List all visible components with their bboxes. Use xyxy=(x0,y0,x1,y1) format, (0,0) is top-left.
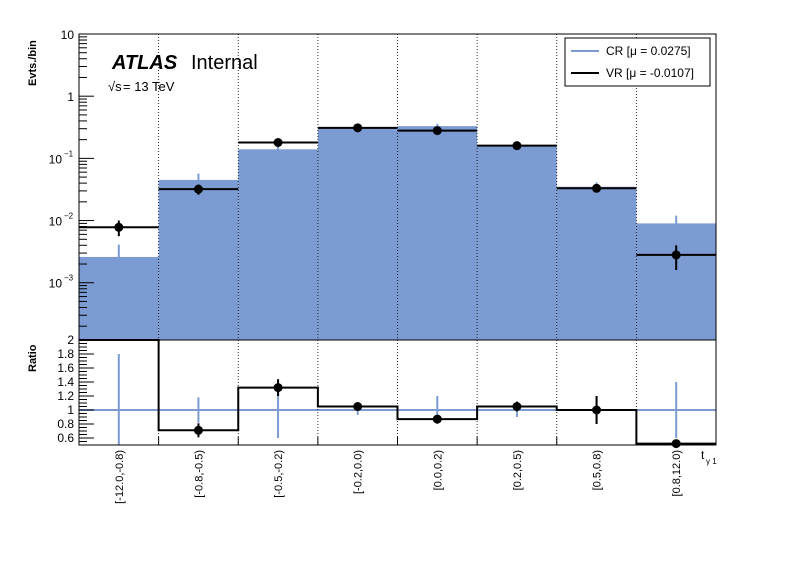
x-tick-label: [0.8,12.0) xyxy=(671,450,683,496)
ratio-point xyxy=(193,425,203,435)
ratio-y-tick-label: 0.8 xyxy=(57,417,74,431)
ratio-y-tick-label: 1.6 xyxy=(57,361,74,375)
x-tick-label: [-0.2,0.0) xyxy=(353,450,365,494)
vr-point xyxy=(592,183,602,193)
legend: CR [μ = 0.0275] VR [μ = -0.0107] xyxy=(564,37,711,87)
cr-bar xyxy=(158,179,239,340)
ratio-point xyxy=(432,414,442,424)
ratio-y-tick-label: 0.6 xyxy=(57,431,74,445)
y-tick-exponent: −2 xyxy=(64,212,74,221)
cr-bar xyxy=(636,223,716,340)
x-tick-label: [-12.0,-0.8) xyxy=(114,450,126,504)
ratio-point xyxy=(353,402,363,411)
ratio-y-tick-label: 1.4 xyxy=(57,375,74,389)
x-axis-label-subscript: γ 1 xyxy=(706,457,717,466)
ratio-y-tick-label: 1.2 xyxy=(57,389,74,403)
legend-box xyxy=(564,37,711,87)
vr-point xyxy=(114,222,124,232)
legend-label-cr: CR [μ = 0.0275] xyxy=(606,44,691,58)
cr-bar xyxy=(477,145,557,340)
x-axis-label: t xyxy=(701,448,705,462)
x-tick-label: [-0.8,-0.5) xyxy=(193,450,205,498)
cr-bar xyxy=(238,149,318,340)
vr-point xyxy=(432,126,442,136)
ratio-point xyxy=(273,383,283,393)
vr-point xyxy=(193,184,203,194)
y-tick-label: 10 xyxy=(61,28,75,42)
internal-text: Internal xyxy=(191,52,258,74)
cr-bar xyxy=(556,186,637,340)
vr-point xyxy=(512,141,522,151)
ratio-point xyxy=(512,402,522,411)
ratio-panel: 0.60.811.21.41.61.82 xyxy=(57,333,717,449)
y-tick-label: 1 xyxy=(67,90,74,104)
y-tick-exponent: −1 xyxy=(64,149,74,158)
y-tick-label: 10 xyxy=(49,277,63,291)
x-axis-title: t γ 1 xyxy=(701,448,717,466)
sqrt-s-text: √s xyxy=(108,79,122,94)
x-tick-label: [0.5,0.8) xyxy=(592,450,604,490)
y-tick-label: 10 xyxy=(49,152,63,166)
vr-point xyxy=(273,137,283,147)
cr-bar xyxy=(397,126,478,340)
atlas-label: ATLAS Internal √s = 13 TeV xyxy=(108,52,258,94)
atlas-text: ATLAS xyxy=(111,52,178,74)
cr-bar xyxy=(317,126,398,340)
ratio-point xyxy=(671,439,681,449)
x-axis: [-12.0,-0.8) [-0.8,-0.5) [-0.5,-0.2) [-0.2,… xyxy=(78,437,717,504)
x-tick-label: [0.2,0.5) xyxy=(512,450,524,490)
y-tick-label: 10 xyxy=(49,215,63,229)
ratio-y-axis-label: Ratio xyxy=(27,344,39,372)
vr-point xyxy=(671,250,681,260)
vr-point xyxy=(353,123,363,133)
legend-label-vr: VR [μ = -0.0107] xyxy=(606,66,694,80)
x-tick-label: [0.0,0.2) xyxy=(432,450,444,490)
ratio-y-tick-label: 1.8 xyxy=(57,347,74,361)
ratio-y-tick-label: 2 xyxy=(67,333,74,347)
energy-text: = 13 TeV xyxy=(123,79,175,94)
x-tick-label: [-0.5,-0.2) xyxy=(273,450,285,498)
ratio-point xyxy=(592,405,602,415)
y-tick-exponent: −3 xyxy=(64,274,74,283)
top-y-axis-label: Evts./bin xyxy=(27,40,39,86)
ratio-y-tick-label: 1 xyxy=(67,403,74,417)
